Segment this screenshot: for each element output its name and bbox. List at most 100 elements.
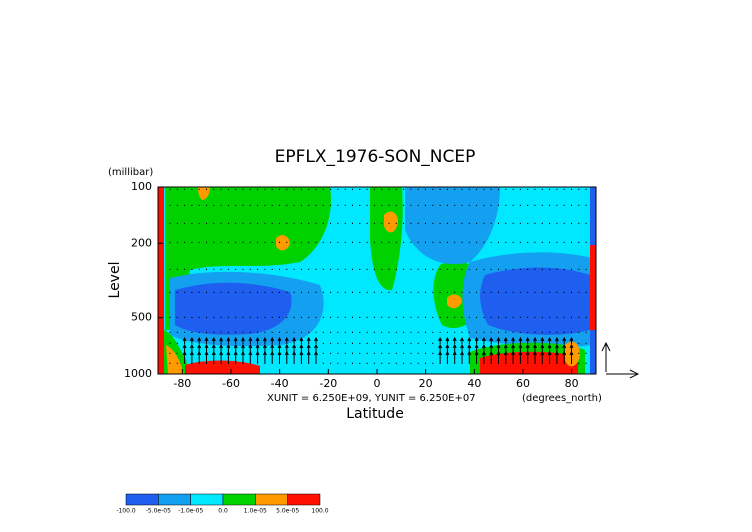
- x-tick-label: 0: [374, 377, 381, 390]
- vector: [241, 350, 245, 364]
- colorbar-box: [255, 493, 288, 506]
- vector: [540, 336, 545, 344]
- vector: [511, 350, 516, 364]
- colorbar-box: [125, 493, 159, 506]
- vector: [292, 336, 297, 344]
- vector: [284, 350, 289, 364]
- y-axis-title: Level: [107, 262, 123, 299]
- colorbar-label: 0.0: [218, 508, 228, 515]
- annotation: XUNIT = 6.250E+09, YUNIT = 6.250E+07: [267, 393, 476, 404]
- colorbar-box: [287, 493, 321, 506]
- colorbar-box: [222, 493, 256, 506]
- x-units: (degrees_north): [522, 393, 602, 404]
- vector: [474, 350, 479, 364]
- vector: [299, 350, 304, 364]
- vector: [248, 336, 253, 344]
- vector: [525, 350, 530, 364]
- vector: [204, 336, 209, 344]
- vector: [226, 336, 231, 344]
- vector: [182, 336, 187, 344]
- x-tick-label: -80: [173, 377, 191, 390]
- vector: [255, 336, 260, 344]
- colorbar-label: 1.0e-05: [244, 508, 267, 515]
- vector: [562, 350, 567, 364]
- vector: [211, 336, 216, 344]
- vector: [460, 336, 464, 344]
- vector: [277, 350, 282, 364]
- colorbar-label: 5.0e-05: [276, 508, 299, 515]
- vector: [569, 336, 574, 344]
- vector: [277, 336, 282, 344]
- vector: [219, 350, 224, 364]
- vector: [255, 350, 260, 364]
- y-tick-label: 200: [131, 236, 152, 249]
- vector: [284, 336, 289, 344]
- vector: [569, 350, 574, 364]
- contour-field: [158, 187, 596, 374]
- vector: [314, 336, 318, 344]
- vector-field: [169, 188, 587, 364]
- vector: [496, 336, 501, 344]
- vector: [452, 350, 457, 364]
- vector: [262, 336, 267, 344]
- vector: [445, 350, 450, 364]
- x-tick-label: 20: [419, 377, 433, 390]
- vector: [292, 350, 297, 364]
- vector: [270, 336, 275, 344]
- vector: [562, 336, 567, 344]
- vector: [314, 350, 318, 364]
- vector: [452, 336, 457, 344]
- vector: [211, 350, 216, 364]
- vector: [511, 336, 516, 344]
- vector: [189, 350, 194, 364]
- x-axis-title: Latitude: [346, 406, 404, 422]
- vector: [518, 350, 523, 364]
- vector: [219, 336, 224, 344]
- chart-title: EPFLX_1976-SON_NCEP: [275, 147, 476, 167]
- vector: [299, 336, 304, 344]
- x-tick-label: 60: [516, 377, 530, 390]
- vector: [474, 336, 479, 344]
- vector: [489, 350, 494, 364]
- vector: [226, 350, 231, 364]
- vector: [306, 350, 311, 364]
- x-tick-label: 80: [565, 377, 579, 390]
- vector: [503, 350, 508, 364]
- vector: [554, 336, 559, 344]
- colorbar-box: [158, 493, 191, 506]
- y-tick-label: 1000: [124, 367, 152, 380]
- vector: [533, 350, 537, 364]
- vector: [182, 350, 187, 364]
- vector: [197, 336, 202, 344]
- vector: [445, 336, 450, 344]
- vector: [197, 350, 202, 364]
- vector: [503, 336, 508, 344]
- vector: [481, 336, 486, 344]
- vector: [533, 336, 537, 344]
- vector: [189, 336, 194, 344]
- vector: [489, 336, 494, 344]
- vector: [233, 350, 238, 364]
- vector: [481, 350, 486, 364]
- vector: [306, 336, 311, 344]
- x-tick-label: -40: [271, 377, 289, 390]
- vector: [496, 350, 501, 364]
- vector: [438, 336, 443, 344]
- vector: [241, 336, 245, 344]
- vector: [554, 350, 559, 364]
- colorbar-label: 100.0: [311, 508, 328, 515]
- colorbar-label: -5.0e-05: [146, 508, 171, 515]
- vector: [233, 336, 238, 344]
- vector: [467, 336, 472, 344]
- vector: [518, 336, 523, 344]
- colorbar-label: -1.0e-05: [178, 508, 203, 515]
- x-tick-label: 40: [467, 377, 481, 390]
- y-units: (millibar): [108, 167, 153, 178]
- x-tick-label: -60: [222, 377, 240, 390]
- reference-vector: [601, 341, 640, 379]
- vector: [547, 336, 552, 344]
- y-tick-label: 500: [131, 311, 152, 324]
- vector: [460, 350, 464, 364]
- vector: [248, 350, 253, 364]
